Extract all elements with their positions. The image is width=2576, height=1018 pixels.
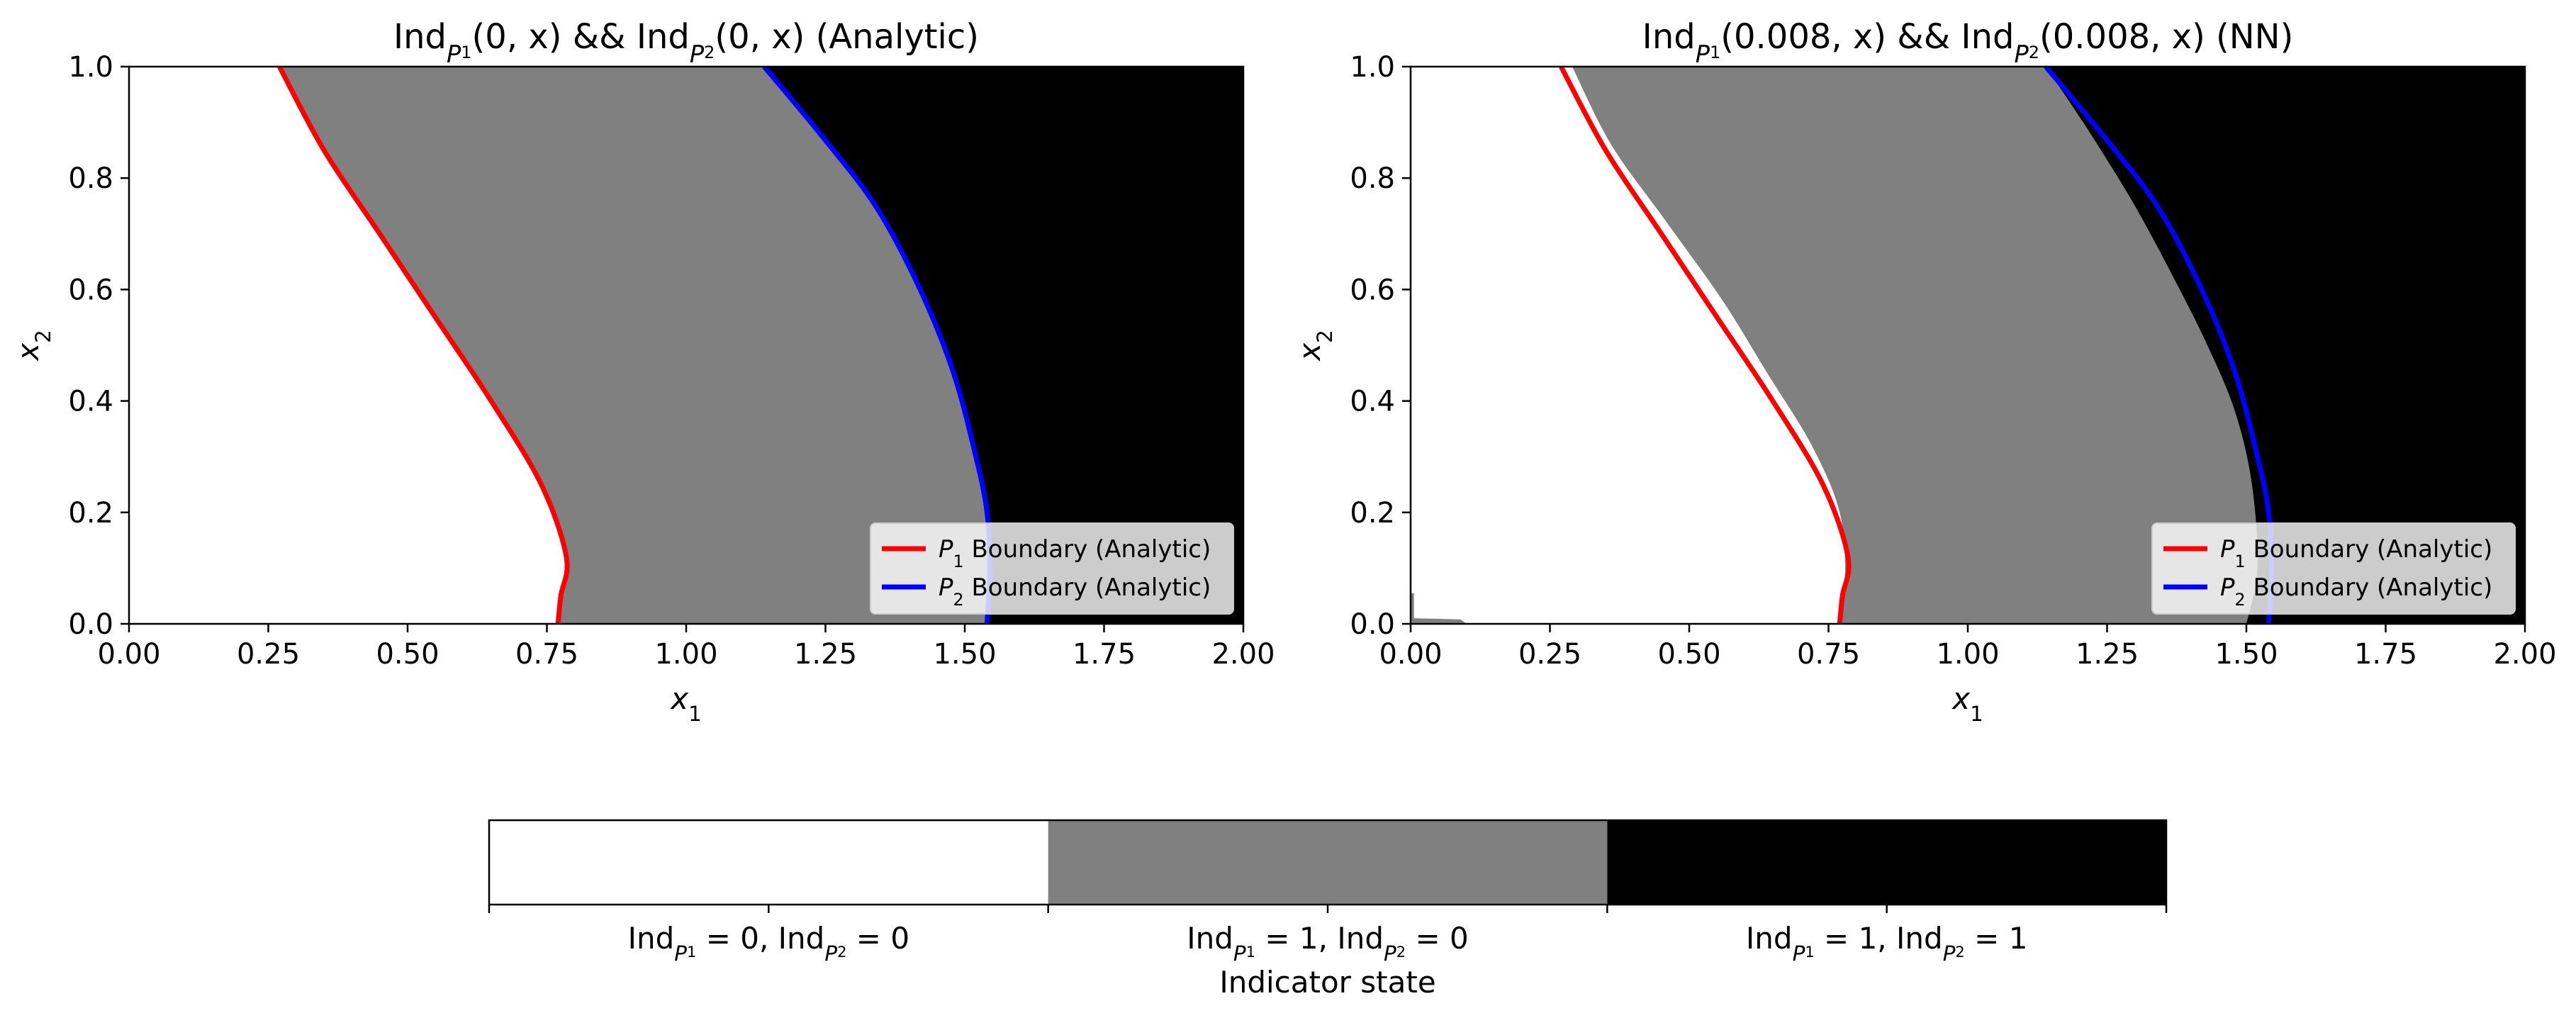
x-tick-label: 0.25 [1518, 638, 1581, 671]
legend: P1 Boundary (Analytic)P2 Boundary (Analy… [2151, 522, 2516, 615]
y-tick-label: 0.2 [68, 497, 113, 530]
colorbar: IndP1 = 0, IndP2 = 0 IndP1 = 1, IndP2 = 0… [488, 819, 2168, 1000]
x-tick-label: 2.00 [1211, 638, 1275, 671]
x-tick-label: 0.50 [1657, 638, 1720, 671]
x-tick-label: 1.00 [1936, 638, 1999, 671]
chart-panel-2: 0.00 0.25 0.50 0.75 1.00 1.25 1.50 1.75 2.00 0.0 0… [1292, 17, 2557, 726]
x-tick-label: 1.25 [2076, 638, 2139, 671]
y-tick-label: 0.8 [1350, 162, 1395, 195]
x-axis-label: x1 [669, 681, 702, 726]
legend-label-p1: P1 Boundary (Analytic) [939, 535, 1211, 571]
colorbar-tick-label-3: IndP1 = 1, IndP2 = 1 [1746, 921, 2028, 966]
y-tick-label: 1.0 [68, 51, 113, 84]
x-tick-label: 0.50 [376, 638, 439, 671]
y-axis-label: x2 [1292, 330, 1337, 362]
chart-title: IndP1(0.008, x) && IndP2(0.008, x) (NN) [1642, 17, 2294, 68]
x-axis-label: x1 [1951, 681, 1983, 726]
colorbar-tick-label-1: IndP1 = 0, IndP2 = 0 [628, 921, 910, 966]
colorbar-tick-label-2: IndP1 = 1, IndP2 = 0 [1187, 921, 1469, 966]
y-axis-label: x2 [11, 330, 55, 362]
legend-box [870, 522, 1234, 615]
y-tick-label: 0.4 [1350, 386, 1395, 418]
colorbar-segment-2 [1048, 820, 1608, 905]
y-tick-label: 0.2 [1350, 497, 1395, 530]
y-tick-label: 0.6 [1350, 274, 1395, 306]
y-tick-label: 0.0 [68, 608, 113, 641]
x-tick-label: 1.75 [2354, 638, 2417, 671]
colorbar-label: Indicator state [1219, 965, 1435, 1000]
x-tick-label: 0.75 [515, 638, 578, 671]
plot-area [129, 67, 1243, 624]
boundary-line-p1 [1559, 67, 1852, 624]
legend-label-p2: P2 Boundary (Analytic) [2220, 574, 2492, 610]
y-tick-label: 0.8 [68, 162, 113, 195]
y-tick-label: 0.6 [68, 274, 113, 306]
x-tick-label: 2.00 [2493, 638, 2556, 671]
x-tick-label: 1.50 [933, 638, 996, 671]
y-tick-label: 0.4 [68, 386, 113, 418]
y-tick-label: 0.0 [1350, 608, 1395, 641]
x-tick-label: 1.00 [654, 638, 717, 671]
colorbar-segment-1 [489, 820, 1048, 905]
chart-panel-1: 0.00 0.25 0.50 0.75 1.00 1.25 1.50 1.75 2.00 0.0 0… [11, 17, 1275, 726]
region-none-active [1411, 67, 1846, 624]
colorbar-segment-3 [1607, 820, 2166, 905]
region-none-active [129, 67, 568, 624]
y-tick-label: 1.0 [1350, 51, 1395, 84]
legend-box [2151, 522, 2516, 615]
x-tick-label: 1.50 [2214, 638, 2278, 671]
nn-artifact [1411, 593, 1467, 624]
chart-title: IndP1(0, x) && IndP2(0, x) (Analytic) [393, 17, 979, 68]
x-tick-label: 1.25 [794, 638, 857, 671]
legend: P1 Boundary (Analytic)P2 Boundary (Analy… [870, 522, 1234, 615]
x-tick-label: 0.25 [237, 638, 300, 671]
boundary-line-p1 [277, 67, 570, 624]
legend-label-p2: P2 Boundary (Analytic) [939, 574, 1211, 610]
x-tick-label: 0.00 [97, 638, 160, 671]
x-tick-label: 0.00 [1379, 638, 1442, 671]
x-tick-label: 0.75 [1797, 638, 1860, 671]
legend-label-p1: P1 Boundary (Analytic) [2220, 535, 2492, 571]
x-tick-label: 1.75 [1073, 638, 1136, 671]
